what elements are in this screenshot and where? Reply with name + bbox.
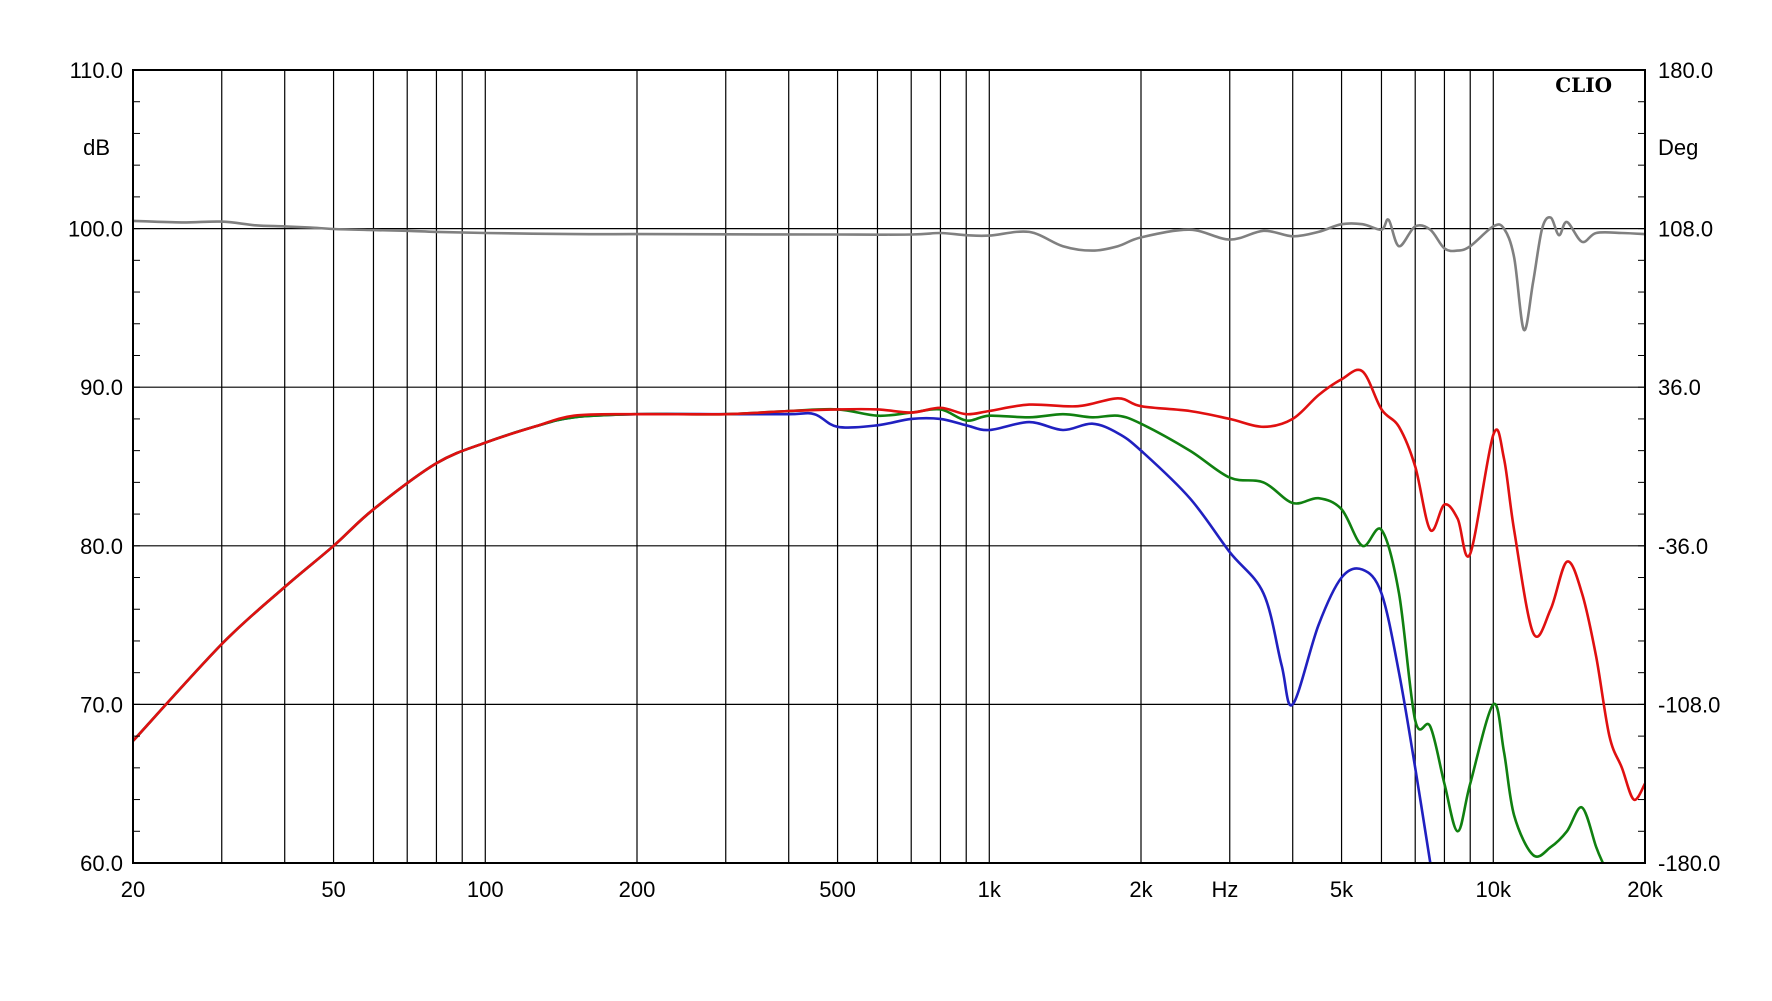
y2-tick-label: -180.0 xyxy=(1658,851,1720,876)
x-tick-label: 100 xyxy=(467,877,504,902)
x-tick-label: 2k xyxy=(1129,877,1153,902)
x-tick-label: 5k xyxy=(1330,877,1354,902)
x-tick-label: 200 xyxy=(619,877,656,902)
x-axis-label: Hz xyxy=(1212,877,1239,902)
x-tick-label: 20 xyxy=(121,877,145,902)
y-tick-label: 80.0 xyxy=(80,534,123,559)
clio-brand-label: CLIO xyxy=(1555,73,1612,97)
y2-tick-label: 108.0 xyxy=(1658,217,1713,242)
y-tick-label: 100.0 xyxy=(68,217,123,242)
y-tick-label: 90.0 xyxy=(80,375,123,400)
x-tick-label: 20k xyxy=(1627,877,1663,902)
y-axis-label: dB xyxy=(83,135,110,160)
x-axis: 20 50 100 200 500 1k 2k 5k 10k 20k xyxy=(121,877,1664,902)
y2-tick-label: -108.0 xyxy=(1658,692,1720,717)
x-tick-label: 50 xyxy=(321,877,345,902)
x-tick-label: 1k xyxy=(978,877,1002,902)
response-curve-3 xyxy=(133,368,1645,802)
y-axis-right: -180.0 -108.0 -36.0 36.0 108.0 180.0 xyxy=(1638,58,1720,876)
phase-curve xyxy=(133,216,1645,332)
y2-tick-label: 36.0 xyxy=(1658,375,1701,400)
y-axis-left: 60.0 70.0 80.0 90.0 100.0 110.0 xyxy=(68,58,140,876)
x-tick-label: 10k xyxy=(1476,877,1512,902)
y-tick-label: 70.0 xyxy=(80,692,123,717)
y-tick-label: 110.0 xyxy=(70,58,123,83)
x-tick-label: 500 xyxy=(819,877,856,902)
plot-frame xyxy=(132,69,1646,864)
curves xyxy=(133,216,1645,863)
y2-tick-label: 180.0 xyxy=(1658,58,1713,83)
y2-tick-label: -36.0 xyxy=(1658,534,1708,559)
y-tick-label: 60.0 xyxy=(80,851,123,876)
grid xyxy=(133,69,1645,864)
y2-axis-label: Deg xyxy=(1658,135,1698,160)
